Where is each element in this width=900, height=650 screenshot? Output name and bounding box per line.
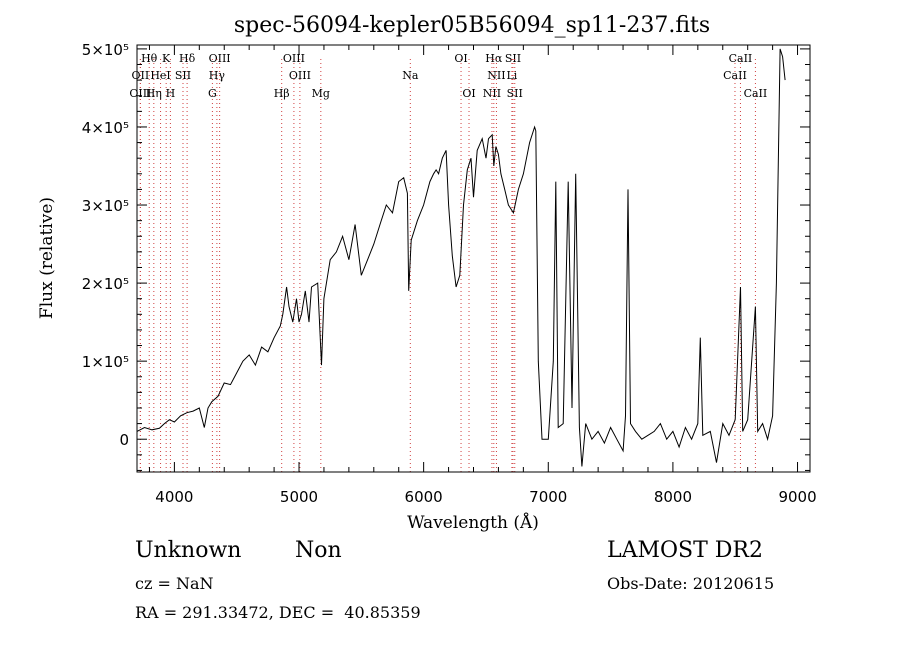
- y-axis: 0 1×10⁵ 2×10⁵ 3×10⁵ 4×10⁵ 5×10⁵: [82, 41, 810, 471]
- sky-coordinates: RA = 291.33472, DEC = 40.85359: [135, 603, 421, 622]
- x-axis-label: Wavelength (Å): [407, 512, 539, 533]
- spectrum-line: [137, 48, 786, 467]
- spectrum-chart: spec-56094-kepler05B56094_sp11-237.fits …: [37, 13, 817, 533]
- marker-label: NII: [487, 69, 505, 82]
- marker-label: Hδ: [179, 52, 196, 65]
- marker-label: Hθ: [141, 52, 158, 65]
- plot-frame: [136, 44, 811, 473]
- y-tick-label: 5×10⁵: [82, 41, 129, 59]
- marker-label: K: [162, 52, 171, 65]
- y-tick-label: 3×10⁵: [82, 197, 129, 215]
- y-tick-label: 1×10⁵: [82, 353, 129, 371]
- chart-title: spec-56094-kepler05B56094_sp11-237.fits: [234, 13, 710, 38]
- marker-label: OIII: [289, 69, 311, 82]
- marker-label: H: [166, 87, 176, 100]
- marker-label: SII: [507, 87, 523, 100]
- marker-label: NII: [483, 87, 501, 100]
- x-tick-label: 4000: [155, 488, 193, 506]
- marker-label: Li: [506, 69, 517, 82]
- marker-label: Na: [402, 69, 419, 82]
- marker-label: Hη: [146, 87, 162, 100]
- marker-label: OIII: [283, 52, 305, 65]
- marker-label: G: [208, 87, 217, 100]
- marker-label: HeI: [150, 69, 170, 82]
- x-tick-label: 8000: [654, 488, 692, 506]
- spectrum-series: [137, 48, 786, 467]
- marker-label: CaII: [729, 52, 753, 65]
- x-axis: 4000 5000 6000 7000 8000 9000: [148, 45, 817, 506]
- x-tick-label: 7000: [529, 488, 567, 506]
- survey-name: LAMOST DR2: [607, 538, 763, 563]
- x-tick-label: 5000: [280, 488, 318, 506]
- marker-label: CaII: [744, 87, 768, 100]
- redshift-cz: cz = NaN: [135, 574, 214, 593]
- y-tick-label: 4×10⁵: [82, 119, 129, 137]
- marker-label: OI: [454, 52, 467, 65]
- marker-label: OIII: [209, 52, 231, 65]
- marker-label: Hβ: [274, 87, 290, 100]
- y-tick-label: 0: [119, 431, 129, 449]
- marker-label: Hγ: [209, 69, 226, 82]
- y-tick-label: 2×10⁵: [82, 275, 129, 293]
- marker-label: SII: [175, 69, 191, 82]
- marker-label: Hα: [485, 52, 503, 65]
- marker-label: SII: [505, 52, 521, 65]
- marker-label: CaII: [723, 69, 747, 82]
- marker-label: OIII: [129, 87, 151, 100]
- marker-label: OI: [462, 87, 475, 100]
- y-axis-label: Flux (relative): [37, 197, 57, 319]
- object-class: Unknown: [135, 538, 242, 563]
- marker-label: Mg: [312, 87, 330, 100]
- x-tick-label: 9000: [778, 488, 816, 506]
- observation-date: Obs-Date: 20120615: [607, 574, 775, 593]
- x-tick-label: 6000: [405, 488, 443, 506]
- object-subclass: Non: [295, 538, 342, 563]
